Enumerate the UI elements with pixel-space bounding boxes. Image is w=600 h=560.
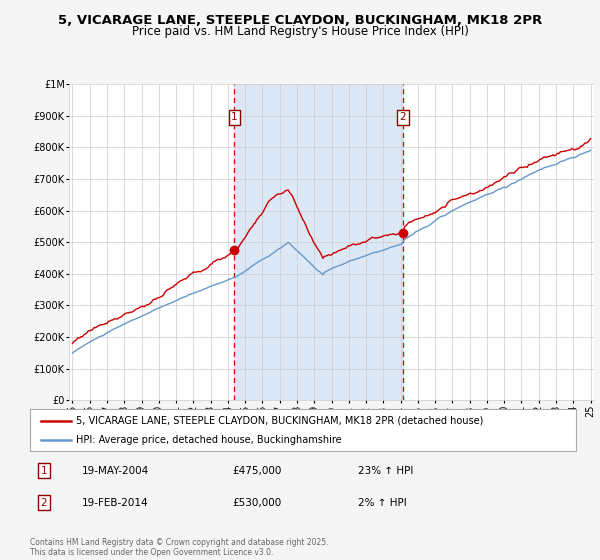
Text: 2% ↑ HPI: 2% ↑ HPI — [358, 498, 406, 508]
Text: 5, VICARAGE LANE, STEEPLE CLAYDON, BUCKINGHAM, MK18 2PR: 5, VICARAGE LANE, STEEPLE CLAYDON, BUCKI… — [58, 14, 542, 27]
Text: HPI: Average price, detached house, Buckinghamshire: HPI: Average price, detached house, Buck… — [76, 435, 342, 445]
Text: 19-MAY-2004: 19-MAY-2004 — [82, 465, 149, 475]
Text: £530,000: £530,000 — [232, 498, 281, 508]
Text: 2: 2 — [400, 112, 406, 122]
Text: 1: 1 — [40, 465, 47, 475]
Text: 23% ↑ HPI: 23% ↑ HPI — [358, 465, 413, 475]
Text: 19-FEB-2014: 19-FEB-2014 — [82, 498, 148, 508]
Text: £475,000: £475,000 — [232, 465, 281, 475]
Text: Contains HM Land Registry data © Crown copyright and database right 2025.
This d: Contains HM Land Registry data © Crown c… — [30, 538, 329, 557]
Bar — [235, 84, 403, 400]
Text: Price paid vs. HM Land Registry's House Price Index (HPI): Price paid vs. HM Land Registry's House … — [131, 25, 469, 38]
Text: 2: 2 — [40, 498, 47, 508]
Text: 5, VICARAGE LANE, STEEPLE CLAYDON, BUCKINGHAM, MK18 2PR (detached house): 5, VICARAGE LANE, STEEPLE CLAYDON, BUCKI… — [76, 416, 484, 426]
Text: 1: 1 — [231, 112, 238, 122]
